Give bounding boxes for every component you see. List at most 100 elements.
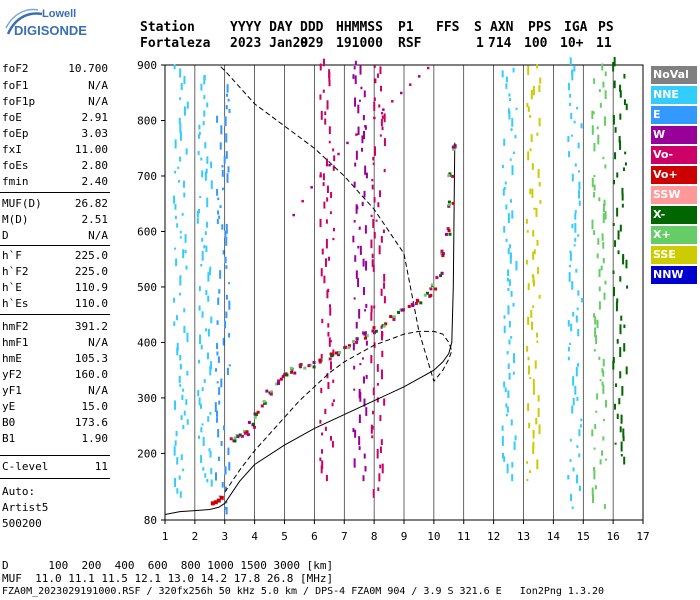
f2-trace-point	[414, 302, 418, 306]
echo-dash	[575, 315, 578, 323]
echo-dash	[219, 142, 222, 150]
header-label: P1	[398, 20, 414, 35]
echo-dash	[364, 225, 367, 234]
echo-dash	[508, 111, 511, 120]
echo-dash	[605, 458, 608, 461]
echo-dash	[184, 234, 187, 243]
echo-dash	[619, 113, 622, 120]
x-tick-label: 1	[162, 530, 169, 543]
param-key: yE	[2, 400, 16, 413]
x-tick-label: 15	[577, 530, 590, 543]
separator-line	[0, 314, 110, 315]
oblique-trace-point	[382, 108, 385, 111]
echo-dash	[228, 300, 231, 310]
f2-trace-point	[236, 435, 240, 439]
echo-dash	[599, 103, 602, 108]
echo-dash	[365, 407, 368, 416]
echo-dash	[503, 186, 506, 191]
echo-dash	[503, 325, 506, 334]
echo-dash	[507, 108, 510, 114]
echo-dash	[175, 258, 178, 267]
echo-dash	[618, 135, 621, 143]
echo-dash	[225, 506, 228, 515]
x-tick-label: 13	[517, 530, 530, 543]
echo-dash	[182, 180, 185, 188]
echo-dash	[532, 429, 535, 439]
y-tick-label: 800	[137, 114, 157, 127]
echo-dash	[591, 493, 594, 504]
echo-dash	[574, 223, 577, 233]
echo-dash	[503, 456, 506, 462]
f2-trace-point	[447, 229, 451, 233]
echo-dash	[603, 199, 606, 206]
echo-dash	[532, 441, 535, 449]
footer-muf: MUF 11.0 11.1 11.5 12.1 13.0 14.2 17.8 2…	[2, 572, 334, 585]
param-key: B0	[2, 416, 16, 429]
echo-dash	[198, 305, 201, 311]
echo-dash	[173, 321, 176, 326]
echo-dash	[205, 289, 208, 296]
echo-dash	[322, 173, 325, 181]
echo-dash	[201, 387, 204, 392]
echo-dash	[601, 450, 604, 456]
echo-dash	[612, 223, 615, 226]
f2-trace-point	[270, 390, 274, 394]
echo-dash	[578, 485, 581, 492]
f2-trace-point	[452, 147, 456, 151]
echo-dash	[200, 427, 203, 433]
echo-dash	[509, 98, 512, 102]
echo-dash	[331, 441, 334, 448]
echo-dash	[379, 190, 382, 198]
echo-dash	[364, 466, 367, 472]
oblique-trace-point	[364, 125, 367, 128]
param-row: h`F 225.0	[2, 249, 108, 265]
echo-dash	[352, 235, 355, 243]
legend-item: W	[651, 126, 697, 144]
echo-dash	[325, 158, 328, 167]
param-value: 2.91	[81, 111, 109, 124]
oblique-trace-point	[373, 116, 376, 120]
echo-dash	[370, 239, 373, 249]
echo-dash	[178, 475, 181, 480]
echo-dash	[371, 435, 374, 439]
echo-dash	[205, 168, 208, 174]
echo-dash	[174, 400, 177, 410]
header-value: 11	[596, 36, 612, 51]
echo-dash	[569, 102, 572, 107]
es-trace-point	[219, 495, 224, 500]
echo-dash	[356, 205, 359, 210]
y-tick-label: 300	[137, 392, 157, 405]
echo-dash	[217, 210, 220, 215]
echo-dash	[619, 276, 622, 282]
param-key: fmin	[2, 175, 29, 188]
echo-dash	[220, 378, 223, 388]
echo-dash	[532, 275, 535, 283]
echo-dash	[529, 148, 532, 152]
f2-trace-point	[265, 389, 269, 393]
echo-dash	[361, 135, 364, 144]
echo-dash	[576, 474, 579, 484]
f2-trace-point	[447, 174, 451, 178]
f2-trace-point	[439, 274, 443, 278]
echo-dash	[598, 286, 601, 292]
f2-trace-point	[242, 430, 246, 434]
echo-dash	[207, 295, 210, 302]
echo-dash	[217, 456, 220, 462]
echo-dash	[353, 220, 356, 223]
echo-dash	[602, 213, 605, 224]
echo-dash	[511, 165, 514, 176]
echo-dash	[179, 236, 182, 239]
echo-dash	[599, 379, 602, 382]
echo-dash	[361, 201, 364, 207]
echo-dash	[320, 387, 323, 394]
echo-dash	[363, 398, 366, 407]
echo-dash	[593, 78, 596, 84]
param-value: 173.6	[74, 416, 108, 429]
oblique-trace-point	[301, 199, 304, 203]
echo-dash	[510, 291, 513, 297]
param-value: 105.3	[74, 352, 108, 365]
echo-dash	[358, 436, 361, 446]
echo-dash	[604, 164, 607, 169]
echo-dash	[567, 320, 570, 327]
